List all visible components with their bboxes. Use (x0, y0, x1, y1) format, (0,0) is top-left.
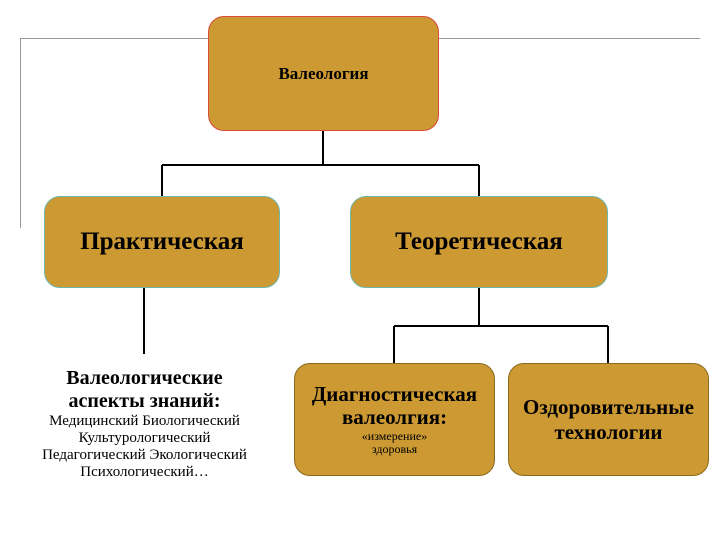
node-root: Валеология (208, 16, 439, 131)
aspects-line-0: Валеологические (66, 367, 222, 390)
node-theoretical-label: Теоретическая (395, 228, 563, 256)
node-diagnostic: Диагностическая валеолгия: «измерение» з… (294, 363, 495, 476)
diagnostic-line-1: валеолгия: (342, 406, 447, 430)
diagnostic-line-0: Диагностическая (312, 383, 477, 407)
node-practical: Практическая (44, 196, 280, 288)
aspects-line-2: Медицинский Биологический (49, 413, 240, 430)
aspects-line-3: Культурологический (79, 430, 211, 447)
aspects-line-1: аспекты знаний: (68, 390, 220, 413)
wellness-line-1: технологии (554, 420, 662, 444)
aspects-line-5: Психологический… (80, 464, 209, 481)
node-practical-label: Практическая (80, 228, 244, 256)
diagnostic-line-3: здоровья (372, 443, 417, 456)
node-root-label: Валеология (278, 64, 368, 84)
frame-left (20, 38, 21, 228)
wellness-line-0: Оздоровительные (523, 395, 694, 419)
node-theoretical: Теоретическая (350, 196, 608, 288)
node-aspects: Валеологические аспекты знаний: Медицинс… (7, 354, 282, 494)
aspects-line-4: Педагогический Экологический (42, 447, 247, 464)
node-wellness: Оздоровительные технологии (508, 363, 709, 476)
diagnostic-line-2: «измерение» (362, 430, 427, 443)
